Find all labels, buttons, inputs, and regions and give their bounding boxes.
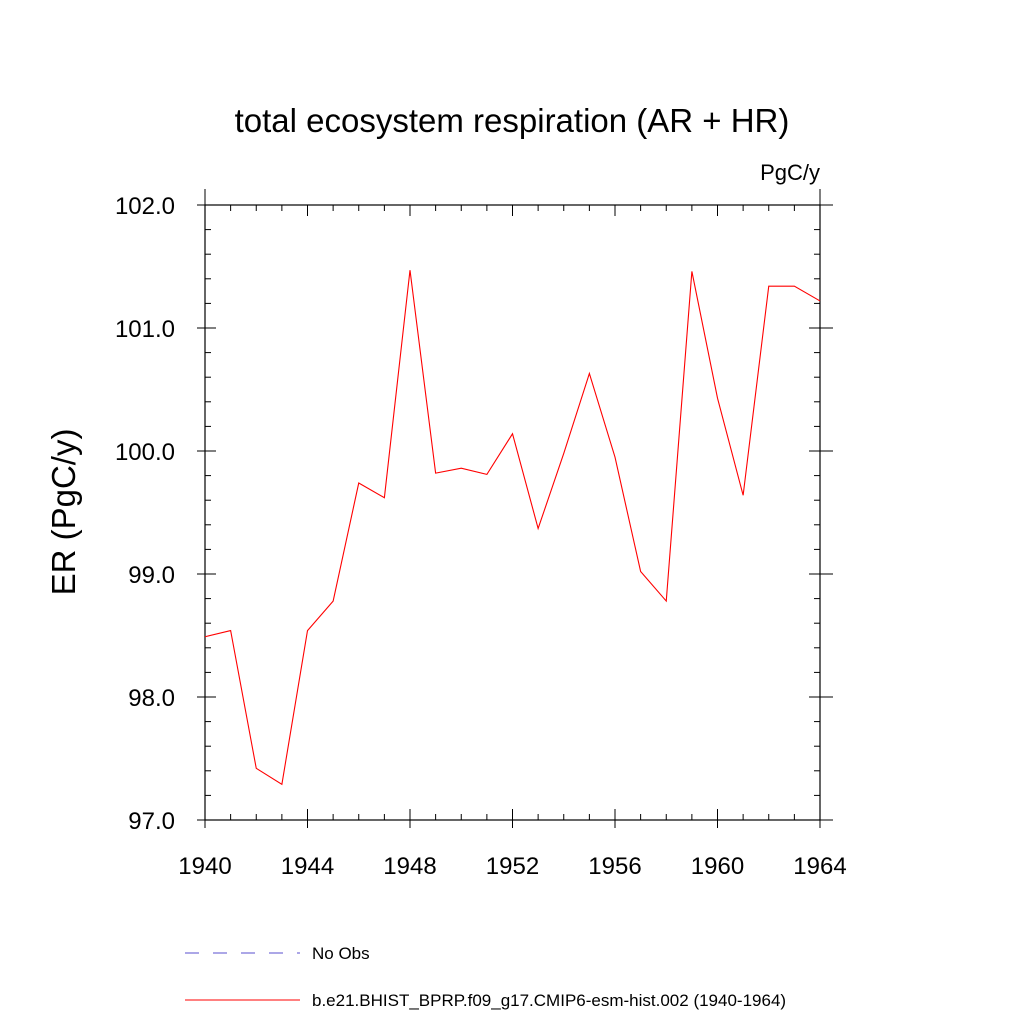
legend-label: No Obs	[312, 944, 370, 963]
legend: No Obs b.e21.BHIST_BPRP.f09_g17.CMIP6-esm…	[185, 944, 786, 1010]
axis-tick-labels: 1940 1944 1948 1952 1956 1960 1964 97.0 98.0 99.0…	[115, 193, 847, 880]
x-tick-label: 1960	[691, 853, 744, 880]
chart-title: total ecosystem respiration (AR + HR)	[235, 102, 790, 139]
y-tick-label: 102.0	[115, 193, 175, 220]
units-label: PgC/y	[760, 160, 820, 185]
x-tick-label: 1948	[383, 853, 436, 880]
legend-label: b.e21.BHIST_BPRP.f09_g17.CMIP6-esm-hist.…	[312, 991, 786, 1010]
y-tick-label: 97.0	[128, 808, 175, 835]
y-axis-label: ER (PgC/y)	[45, 429, 82, 596]
series-line	[204, 270, 821, 786]
y-tick-label: 100.0	[115, 439, 175, 466]
axis-ticks	[197, 189, 833, 828]
plot-frame	[204, 204, 821, 821]
x-tick-label: 1956	[588, 853, 641, 880]
y-tick-label: 99.0	[128, 562, 175, 589]
x-tick-label: 1964	[793, 853, 846, 880]
y-tick-label: 101.0	[115, 316, 175, 343]
series-layer	[204, 270, 821, 786]
x-tick-label: 1952	[486, 853, 539, 880]
x-tick-label: 1940	[178, 853, 231, 880]
x-tick-label: 1944	[281, 853, 334, 880]
y-tick-label: 98.0	[128, 685, 175, 712]
